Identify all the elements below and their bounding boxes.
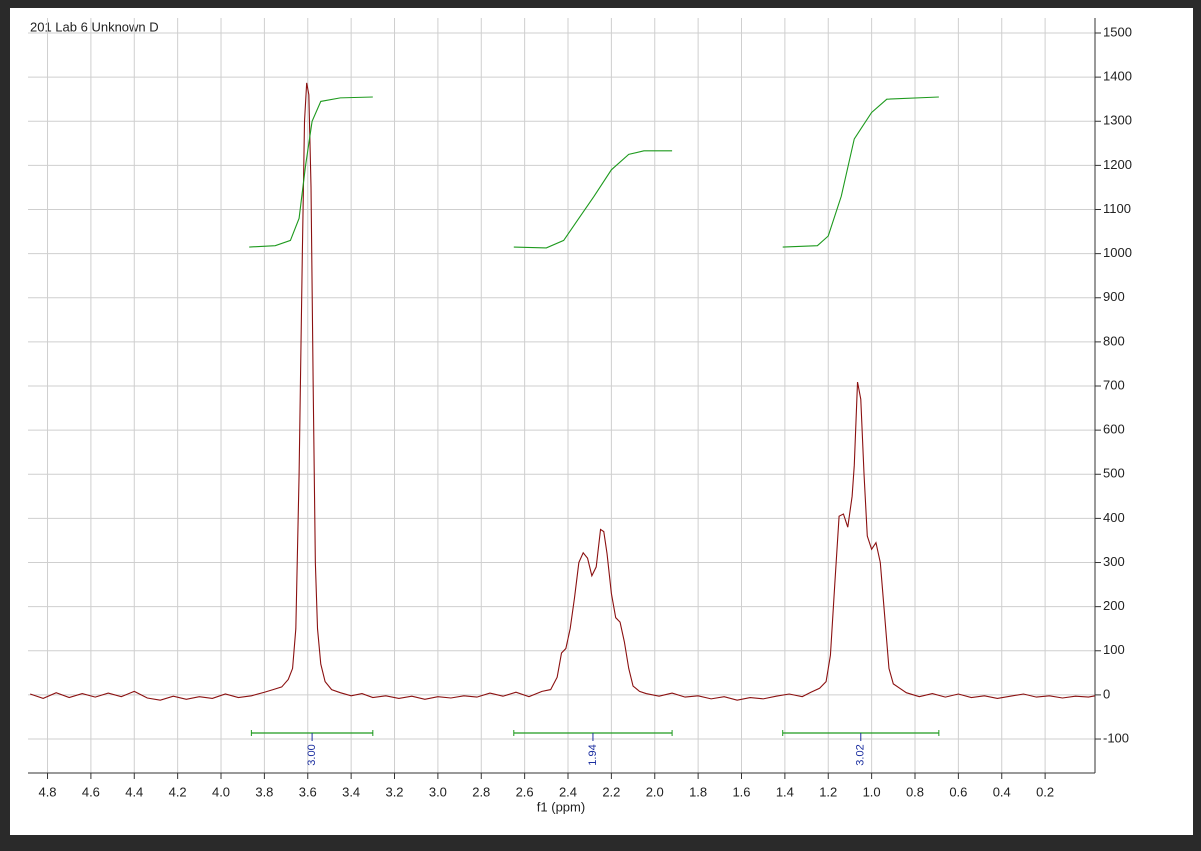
x-tick-label: 0.6	[949, 784, 967, 799]
y-tick-label: 500	[1103, 466, 1125, 481]
x-axis-label: f1 (ppm)	[537, 799, 585, 814]
y-tick-label: 100	[1103, 642, 1125, 657]
x-tick-label: 1.4	[776, 784, 794, 799]
y-tick-label: 900	[1103, 289, 1125, 304]
x-tick-label: 4.8	[38, 784, 56, 799]
x-tick-label: 1.6	[732, 784, 750, 799]
x-tick-label: 1.8	[689, 784, 707, 799]
integral-label: 1.94	[587, 744, 599, 765]
y-tick-label: -100	[1103, 730, 1129, 745]
integral-curve	[249, 96, 373, 248]
x-tick-label: 2.0	[646, 784, 664, 799]
y-tick-label: 400	[1103, 510, 1125, 525]
y-tick-label: 700	[1103, 377, 1125, 392]
y-tick-label: 1100	[1103, 201, 1131, 216]
y-tick-label: 800	[1103, 333, 1125, 348]
integral-label: 3.00	[306, 744, 318, 765]
y-tick-label: 0	[1103, 686, 1110, 701]
panel	[10, 8, 1193, 835]
x-tick-label: 4.6	[82, 784, 100, 799]
integral-curve	[782, 96, 939, 248]
y-tick-label: 1400	[1103, 69, 1132, 84]
x-tick-label: 3.0	[429, 784, 447, 799]
x-tick-label: 3.4	[342, 784, 360, 799]
y-tick-label: 200	[1103, 598, 1125, 613]
x-tick-label: 1.0	[863, 784, 881, 799]
x-tick-label: 1.2	[819, 784, 837, 799]
x-tick-label: 3.6	[299, 784, 317, 799]
y-tick-label: 600	[1103, 422, 1125, 437]
x-tick-label: 2.4	[559, 784, 577, 799]
x-tick-label: 0.2	[1036, 784, 1054, 799]
integral-label: 3.02	[855, 744, 867, 765]
x-tick-label: 0.8	[906, 784, 924, 799]
x-tick-label: 0.4	[993, 784, 1011, 799]
x-tick-label: 2.6	[516, 784, 534, 799]
x-tick-label: 4.2	[169, 784, 187, 799]
x-tick-label: 3.8	[255, 784, 273, 799]
spectrum-line	[29, 82, 1096, 701]
y-tick-label: 1500	[1103, 24, 1132, 39]
y-tick-label: 1300	[1103, 113, 1132, 128]
y-tick-label: 1200	[1103, 157, 1132, 172]
x-tick-label: 3.2	[385, 784, 403, 799]
x-tick-label: 4.0	[212, 784, 230, 799]
x-tick-label: 2.8	[472, 784, 490, 799]
chart-title: 201 Lab 6 Unknown D	[30, 19, 159, 34]
y-tick-label: 1000	[1103, 245, 1132, 260]
x-tick-label: 2.2	[602, 784, 620, 799]
x-tick-label: 4.4	[125, 784, 143, 799]
integral-curve	[513, 150, 673, 249]
y-tick-label: 300	[1103, 554, 1125, 569]
